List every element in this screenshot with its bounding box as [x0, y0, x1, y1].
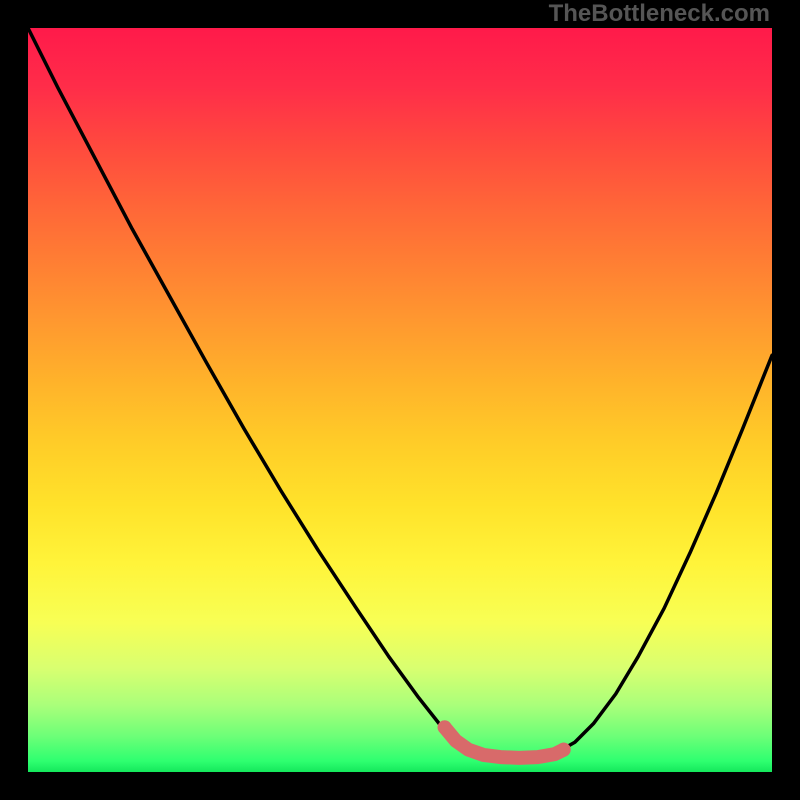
- highlight-start-marker: [438, 720, 452, 734]
- highlight-end-marker: [557, 743, 571, 757]
- watermark-text: TheBottleneck.com: [549, 0, 770, 28]
- bottleneck-curve: [28, 28, 772, 757]
- optimal-zone-highlight: [445, 727, 564, 758]
- curve-layer: [28, 28, 772, 772]
- chart-stage: TheBottleneck.com: [0, 0, 800, 800]
- plot-area: [28, 28, 772, 772]
